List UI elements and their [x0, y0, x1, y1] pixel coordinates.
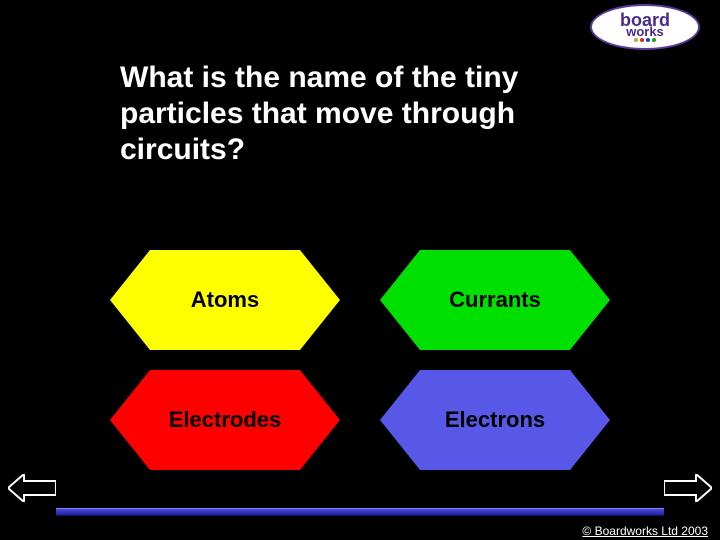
- answer-option-currants[interactable]: Currants: [380, 250, 610, 350]
- arrow-left-icon: [8, 474, 56, 502]
- answer-label: Atoms: [191, 287, 259, 313]
- logo-dots: [634, 38, 656, 42]
- logo-dot-icon: [646, 38, 650, 42]
- logo-dot-icon: [640, 38, 644, 42]
- arrow-right-icon: [664, 474, 712, 502]
- back-button[interactable]: [8, 474, 56, 502]
- logo-text-works: works: [626, 26, 664, 38]
- logo-dot-icon: [634, 38, 638, 42]
- logo-dot-icon: [652, 38, 656, 42]
- answer-option-electrons[interactable]: Electrons: [380, 370, 610, 470]
- answer-option-electrodes[interactable]: Electrodes: [110, 370, 340, 470]
- answer-row: Electrodes Electrons: [0, 370, 720, 470]
- next-button[interactable]: [664, 474, 712, 502]
- answer-row: Atoms Currants: [0, 250, 720, 350]
- question-text: What is the name of the tiny particles t…: [120, 60, 580, 168]
- answer-option-atoms[interactable]: Atoms: [110, 250, 340, 350]
- answer-label: Electrons: [445, 407, 545, 433]
- answers-grid: Atoms Currants Electrodes Electrons: [0, 250, 720, 480]
- copyright-text: © Boardworks Ltd 2003: [582, 524, 708, 538]
- answer-label: Currants: [449, 287, 541, 313]
- answer-label: Electrodes: [169, 407, 282, 433]
- logo: board works: [590, 4, 700, 50]
- footer-bar: [56, 508, 664, 516]
